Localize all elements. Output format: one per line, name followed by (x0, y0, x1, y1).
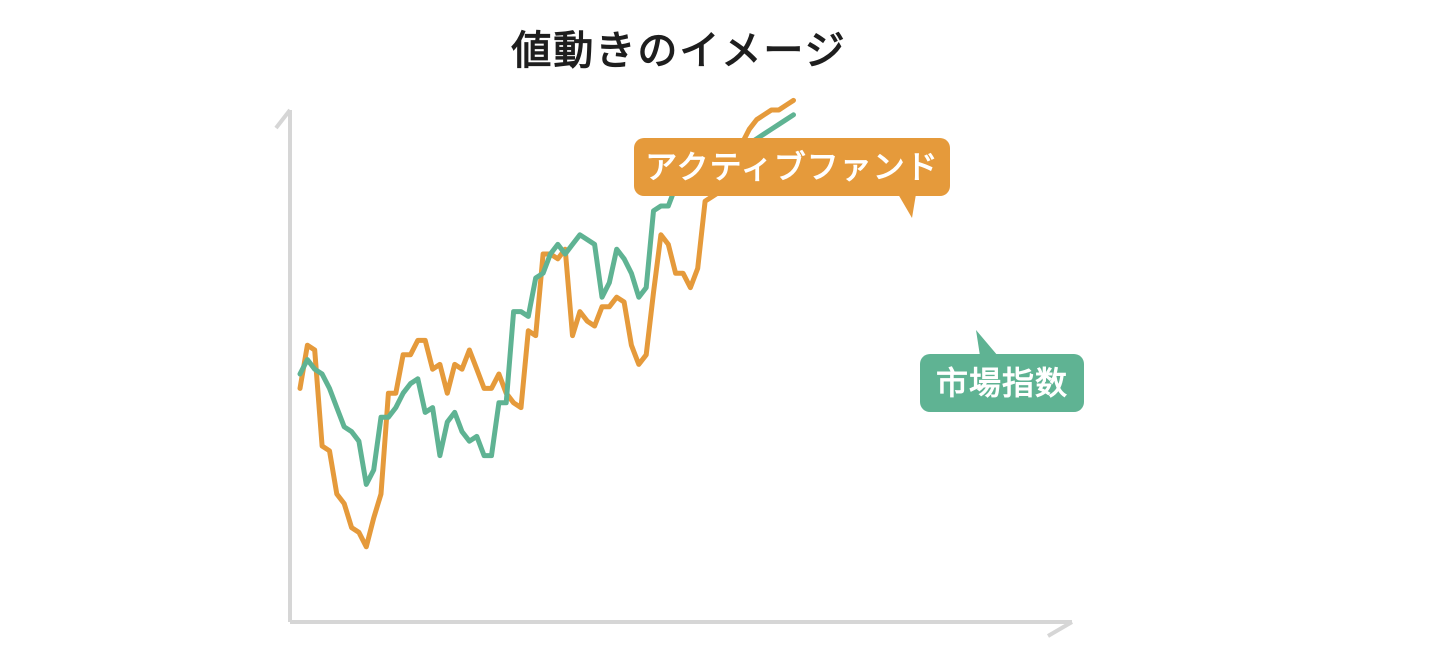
callout-active-fund-label: アクティブファンド (645, 148, 938, 186)
callout-active-fund-box (634, 138, 950, 196)
series-line-active-fund (297, 97, 796, 550)
callout-market-index: 市場指数 (920, 330, 1084, 412)
x-axis-tip (1046, 620, 1074, 638)
callout-active-fund-tail (898, 194, 916, 218)
callout-active-fund: アクティブファンド (634, 138, 950, 218)
callout-market-index-box (920, 354, 1084, 412)
chart-title: 値動きのイメージ (511, 28, 847, 74)
callout-market-index-label: 市場指数 (936, 364, 1068, 402)
callout-market-index-tail (976, 330, 998, 356)
y-axis-tip (274, 108, 292, 130)
axes (274, 108, 1074, 638)
